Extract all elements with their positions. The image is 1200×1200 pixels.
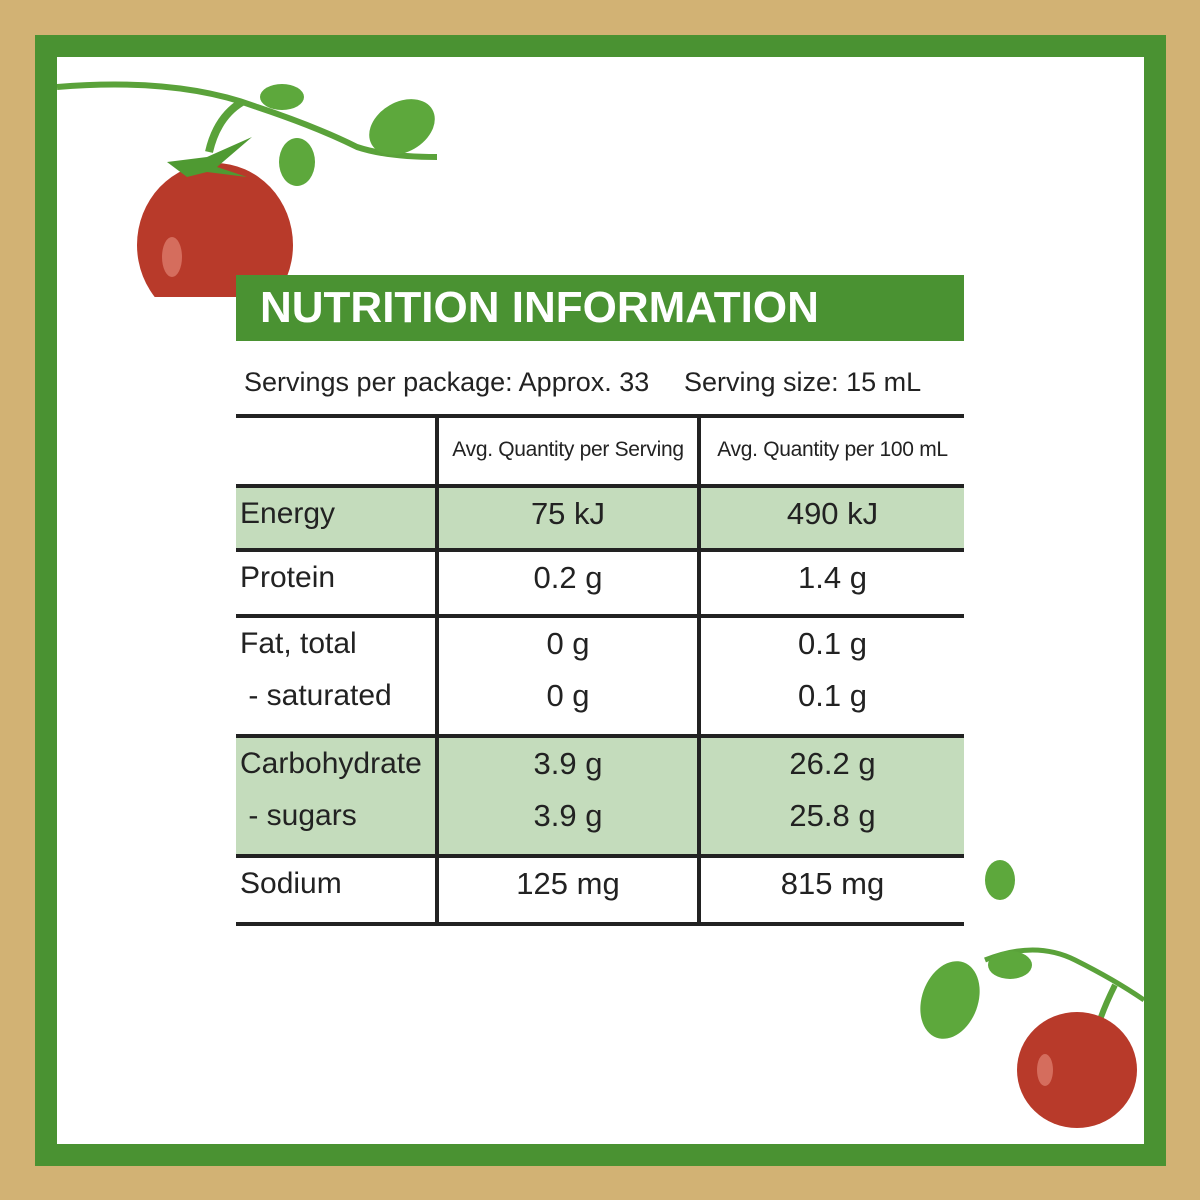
- row-label: Fat, total - saturated: [236, 614, 437, 738]
- panel-title: NUTRITION INFORMATION: [236, 275, 964, 341]
- row-label: Energy: [236, 484, 437, 552]
- tomato-vine-top-left-icon: [57, 81, 438, 297]
- row-label: Protein: [236, 548, 437, 618]
- per-serving-value: 3.9 g 3.9 g: [435, 734, 699, 858]
- label-sub: - saturated: [240, 679, 392, 712]
- value-sub: 0 g: [546, 678, 590, 713]
- value-main: 0 g: [546, 626, 590, 661]
- row-label: Carbohydrate - sugars: [236, 734, 437, 858]
- value-main: 26.2 g: [789, 746, 876, 781]
- per-100ml-value: 815 mg: [697, 854, 964, 926]
- table-row-sodium: Sodium 125 mg 815 mg: [236, 854, 964, 926]
- header-row: Avg. Quantity per Serving Avg. Quantity …: [236, 414, 964, 488]
- value-sub: 25.8 g: [789, 798, 876, 833]
- header-per-serving: Avg. Quantity per Serving: [435, 414, 699, 488]
- per-100ml-value: 26.2 g 25.8 g: [697, 734, 964, 858]
- value-main: 3.9 g: [533, 746, 603, 781]
- value-sub: 3.9 g: [533, 798, 603, 833]
- header-per-100ml: Avg. Quantity per 100 mL: [697, 414, 964, 488]
- per-100ml-value: 490 kJ: [697, 484, 964, 552]
- per-serving-value: 75 kJ: [435, 484, 699, 552]
- label-main: Carbohydrate: [240, 747, 422, 780]
- table-row-protein: Protein 0.2 g 1.4 g: [236, 548, 964, 618]
- label-main: Fat, total: [240, 627, 357, 660]
- table-row-energy: Energy 75 kJ 490 kJ: [236, 484, 964, 552]
- value-main: 0.1 g: [798, 626, 867, 661]
- tomato-vine-bottom-right-icon: [920, 860, 1144, 1128]
- per-serving-value: 0.2 g: [435, 548, 699, 618]
- header-empty: [236, 414, 437, 488]
- servings-per-package: Servings per package: Approx. 33: [244, 367, 650, 397]
- row-label: Sodium: [236, 854, 437, 926]
- label-sub: - sugars: [240, 799, 357, 832]
- nutrition-table: Avg. Quantity per Serving Avg. Quantity …: [236, 414, 964, 926]
- per-100ml-value: 0.1 g 0.1 g: [697, 614, 964, 738]
- value-sub: 0.1 g: [798, 678, 867, 713]
- per-100ml-value: 1.4 g: [697, 548, 964, 618]
- per-serving-value: 125 mg: [435, 854, 699, 926]
- serving-size: Serving size: 15 mL: [684, 367, 922, 397]
